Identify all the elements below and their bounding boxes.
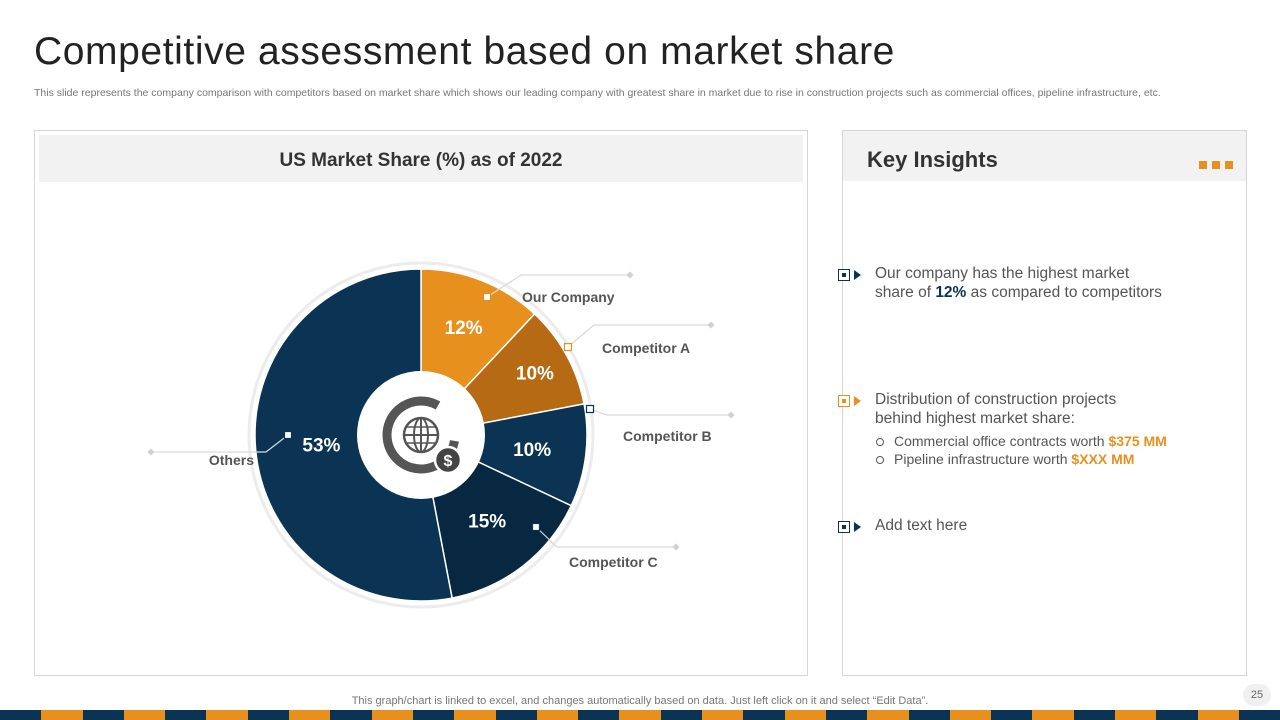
svg-text:$: $ [444,453,453,470]
slice-category-label: Competitor A [602,340,690,356]
insight-bullets: Commercial office contracts worth $375 M… [875,432,1235,468]
leader-anchor-box [283,430,293,440]
leader-end-dot [626,271,634,279]
chart-title: US Market Share (%) as of 2022 [279,150,563,171]
page-subtitle: This slide represents the company compar… [34,87,1161,99]
bar-segment [784,710,826,720]
leader-end-dot [147,448,155,456]
leader-anchor-box [482,292,492,302]
bar-segment [578,710,620,720]
slice-category-label: Competitor C [569,554,658,570]
data-label: 15% [468,511,506,532]
chart-panel: US Market Share (%) as of 2022 12% Our Co… [34,130,808,676]
insight-highlight: 12% [935,284,967,301]
bar-segment [743,710,785,720]
bar-segment [330,710,372,720]
data-label: 10% [513,440,551,461]
bar-segment [1238,710,1280,720]
bar-segment [495,710,537,720]
bar-segment [247,710,290,720]
insights-header: Key Insights [843,131,1246,181]
decorative-bottom-bar [0,710,1280,720]
bar-segment [991,710,1033,720]
insights-title: Key Insights [867,147,998,172]
bar-segment [867,710,909,720]
bar-segment [412,710,455,720]
bar-segment [123,710,166,720]
page-title: Competitive assessment based on market s… [34,30,895,73]
bar-segment [1156,710,1198,720]
data-label: 53% [302,435,340,456]
list-item: Commercial office contracts worth $375 M… [875,432,1235,450]
slice-category-label: Our Company [522,289,615,305]
bar-segment [82,710,124,720]
bar-segment [619,710,661,720]
bar-segment [1197,710,1239,720]
data-label: 12% [445,318,483,339]
bullet-arrow-icon [838,269,862,281]
bullet-arrow-icon [838,395,862,407]
bar-segment [660,710,703,720]
leader-line [567,324,711,348]
bar-segment [289,710,331,720]
bar-segment [536,710,579,720]
pie-slice-others[interactable] [254,268,453,602]
leader-anchor-box [531,522,541,532]
slice-category-label: Others [209,452,254,468]
leader-end-dot [672,543,680,551]
insights-panel: Key Insights Our company has the highest… [838,130,1247,676]
globe-dollar-icon: $ [382,396,463,475]
leader-end-dot [727,411,735,419]
chart-header: US Market Share (%) as of 2022 [39,135,803,182]
page-number: 25 [1243,684,1271,706]
bar-segment [371,710,413,720]
insight-text-2: Distribution of construction projects be… [875,391,1117,427]
footer-note: This graph/chart is linked to excel, and… [351,695,929,707]
bullet-arrow-icon [838,521,862,533]
slice-category-label: Competitor B [623,428,712,444]
bar-segment [1032,710,1074,720]
bar-segment [41,710,83,720]
bar-segment [1073,710,1116,720]
leader-line [486,274,630,298]
leader-anchor-box [585,404,595,414]
decorative-dots [1199,156,1238,174]
bar-segment [702,710,744,720]
list-item: Pipeline infrastructure worth $XXX MM [875,450,1235,468]
leader-line [589,408,731,416]
bar-segment [454,710,496,720]
bar-segment [825,710,868,720]
leader-anchor-box [563,342,573,352]
pie-chart[interactable]: 12% Our Company 10% Competitor A 10% Competit… [35,131,809,677]
bar-segment [165,710,207,720]
leader-end-dot [707,321,715,329]
bar-segment [0,710,42,720]
insight-text-1: Our company has the highest market share… [875,265,1162,301]
bar-segment [908,710,950,720]
insight-text-3[interactable]: Add text here [875,517,968,534]
leader-line [151,434,289,453]
bar-segment [206,710,248,720]
bar-segment [1115,710,1157,720]
bar-segment [949,710,992,720]
data-label: 10% [516,363,554,384]
leader-line [535,526,676,548]
